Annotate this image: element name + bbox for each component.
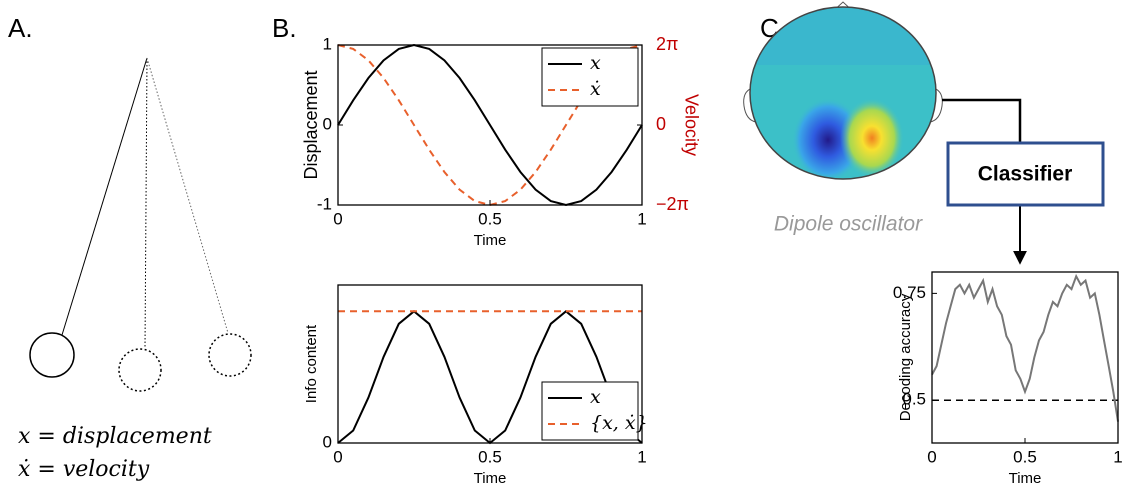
- y-tick-label: 0: [323, 114, 332, 133]
- formula: x = displacement: [18, 424, 212, 449]
- data-line: [931, 273, 1119, 422]
- y-tick-label: 0.5: [902, 390, 926, 409]
- y2-tick-label: 2π: [656, 34, 678, 54]
- topomap-label: Dipole oscillator: [774, 213, 923, 236]
- x-tick-label: 1: [637, 447, 646, 466]
- x-tick-label: 0: [333, 209, 342, 228]
- x-tick-label: 0: [927, 447, 936, 466]
- y-tick-label: -1: [317, 194, 332, 213]
- y-axis-label: Displacement: [301, 70, 321, 179]
- x-tick-label: 0.5: [1013, 447, 1037, 466]
- legend-label: {x, ẋ}: [590, 412, 648, 434]
- x-axis-label: Time: [1009, 470, 1042, 487]
- classifier-box: [946, 141, 1105, 207]
- pendulum: [29, 57, 252, 392]
- x-axis-label: Time: [474, 232, 507, 249]
- y2-tick-label: −2π: [656, 194, 689, 214]
- x-tick-label: 1: [1113, 447, 1122, 466]
- legend-box: [541, 47, 639, 107]
- legend-label: x: [590, 52, 601, 74]
- y-tick-label: 0: [323, 432, 332, 451]
- formula: ẋ = velocity: [18, 457, 150, 482]
- classifier-label: Classifier: [978, 163, 1073, 186]
- y-tick-label: 0.75: [893, 283, 926, 302]
- x-tick-label: 0: [333, 447, 342, 466]
- legend-box: [541, 381, 639, 441]
- legend-label: x: [590, 386, 601, 408]
- y-axis-label: Decoding accuracy: [897, 293, 914, 421]
- y-axis-label: Info content: [303, 324, 320, 403]
- topomap: [743, 1, 943, 180]
- y2-axis-label: Velocity: [681, 94, 701, 156]
- panel-label: B.: [272, 13, 297, 43]
- x-tick-label: 1: [637, 209, 646, 228]
- x-axis-label: Time: [474, 470, 507, 487]
- data-line: [337, 43, 643, 207]
- y-tick-label: 1: [323, 34, 332, 53]
- x-tick-label: 0.5: [478, 209, 502, 228]
- arrow: [942, 98, 1022, 143]
- y2-tick-label: 0: [656, 114, 666, 134]
- legend-label: ẋ: [590, 78, 601, 100]
- x-tick-label: 0.5: [478, 447, 502, 466]
- panel-label: A.: [8, 13, 33, 43]
